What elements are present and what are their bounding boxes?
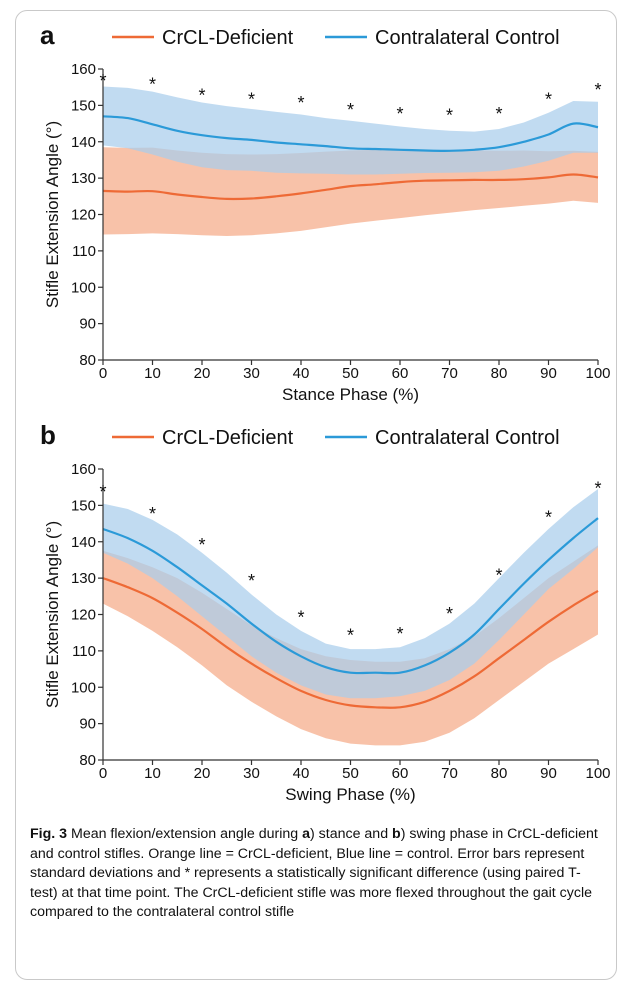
panel-b-x-tick-label: 0 <box>99 765 107 782</box>
panel-a-significance-marker: * <box>99 71 106 91</box>
caption-fig-label: Fig. 3 <box>30 826 68 842</box>
panel-a-mean-line-control <box>102 115 599 152</box>
panel-a-y-tick-label: 100 <box>71 279 96 296</box>
panel-a-x-tick-label: 40 <box>293 365 310 382</box>
panel-b-x-tick-label: 70 <box>441 765 458 782</box>
panel-b-significance-marker: * <box>248 571 255 591</box>
panel-b-x-tick-label: 80 <box>491 765 508 782</box>
panel-b-y-tick-label: 150 <box>71 497 96 514</box>
panel-b-y-tick-label: 120 <box>71 607 96 624</box>
panel-b-significance-marker: * <box>149 504 156 524</box>
panel-b-significance-marker: * <box>396 624 403 644</box>
panel-b-significance-marker: * <box>594 478 601 498</box>
panel-b-significance-marker: * <box>99 482 106 502</box>
panel-a-x-tick-label: 10 <box>144 365 161 382</box>
panel-b-band-control <box>103 489 598 699</box>
panel-b-significance-marker: * <box>347 626 354 646</box>
panel-a-y-tick-label: 110 <box>72 243 96 260</box>
panel-a-x-tick-label: 0 <box>99 365 107 382</box>
figure-caption: Fig. 3 Mean flexion/extension angle duri… <box>30 825 605 923</box>
panel-a-x-tick-label: 50 <box>342 365 359 382</box>
panel-a-significance-marker: * <box>198 86 205 106</box>
panel-a-significance-marker: * <box>545 89 552 109</box>
panel-a-x-tick-label: 80 <box>491 365 508 382</box>
panel-b-y-tick-label: 140 <box>71 534 96 551</box>
panel-b-x-tick-label: 20 <box>194 765 211 782</box>
caption-label-a: a <box>302 826 310 842</box>
panel-b-y-tick-label: 100 <box>71 679 96 696</box>
panel-b-significance-marker: * <box>446 604 453 624</box>
panel-b-legend-label-control: Contralateral Control <box>375 427 560 449</box>
panel-a-significance-marker: * <box>396 104 403 124</box>
panel-b-y-tick-label: 80 <box>79 752 96 769</box>
panel-b-legend-label-deficient: CrCL-Deficient <box>162 427 294 449</box>
panel-a-x-axis-title: Stance Phase (%) <box>282 385 419 404</box>
panel-b-y-tick-label: 130 <box>71 570 96 587</box>
panel-b-x-tick-label: 90 <box>540 765 557 782</box>
panel-a-y-axis-title: Stifle Extension Angle (°) <box>43 121 62 308</box>
panel-a-x-tick-label: 20 <box>194 365 211 382</box>
panel-b-y-tick-label: 110 <box>72 643 96 660</box>
panel-a-y-tick-label: 90 <box>79 316 96 333</box>
panel-a-label: a <box>40 20 55 50</box>
panel-b-significance-marker: * <box>297 608 304 628</box>
caption-text-2: ) stance and <box>310 826 393 842</box>
panel-a-y-tick-label: 150 <box>71 97 96 114</box>
panel-b-label: b <box>40 420 56 450</box>
panel-a-x-tick-label: 70 <box>441 365 458 382</box>
panel-a-significance-marker: * <box>446 106 453 126</box>
caption-text-3: ) swing phase in CrCL-deficient and cont… <box>30 826 598 921</box>
caption-text-1: Mean flexion/extension angle during <box>67 826 303 842</box>
panel-b-x-tick-label: 30 <box>243 765 260 782</box>
panel-b-x-tick-label: 100 <box>585 765 610 782</box>
panel-b-mean-line-control <box>102 517 599 675</box>
panel-a-x-tick-label: 90 <box>540 365 557 382</box>
panel-a-significance-marker: * <box>495 104 502 124</box>
panel-a-y-tick-label: 120 <box>71 207 96 224</box>
caption-label-b: b <box>392 826 401 842</box>
panel-b-x-tick-label: 10 <box>144 765 161 782</box>
panel-a-significance-marker: * <box>297 93 304 113</box>
panel-b-mean-line-deficient <box>102 577 599 709</box>
panel-a-y-tick-label: 140 <box>71 134 96 151</box>
panel-a-significance-marker: * <box>347 100 354 120</box>
panel-a-y-tick-label: 80 <box>79 352 96 369</box>
panel-b-significance-marker: * <box>198 535 205 555</box>
panel-b-significance-marker: * <box>495 566 502 586</box>
panel-a-y-tick-label: 160 <box>71 61 96 78</box>
panel-a-legend-label-control: Contralateral Control <box>375 27 560 49</box>
panel-b-significance-marker: * <box>545 507 552 527</box>
panel-a-significance-marker: * <box>149 75 156 95</box>
chart-panel-b: b CrCL-Deficient Contralateral Control 80 90… <box>40 420 611 804</box>
panel-a-x-tick-label: 100 <box>585 365 610 382</box>
panel-b-band-deficient <box>103 545 598 746</box>
panel-a-mean-line-deficient <box>102 173 599 201</box>
panel-b-y-tick-label: 90 <box>79 716 96 733</box>
panel-a-y-tick-label: 130 <box>71 170 96 187</box>
panel-a-band-control <box>103 86 598 175</box>
panel-a-significance-marker: * <box>248 89 255 109</box>
panel-a-x-tick-label: 60 <box>392 365 409 382</box>
panel-b-x-tick-label: 40 <box>293 765 310 782</box>
panel-a-x-tick-label: 30 <box>243 365 260 382</box>
panel-a-legend-label-deficient: CrCL-Deficient <box>162 27 294 49</box>
panel-a-significance-marker: * <box>594 80 601 100</box>
panel-b-y-axis-title: Stifle Extension Angle (°) <box>43 521 62 708</box>
panel-b-x-axis-title: Swing Phase (%) <box>285 785 415 804</box>
panel-b-x-tick-label: 60 <box>392 765 409 782</box>
panel-b-x-tick-label: 50 <box>342 765 359 782</box>
chart-panel-a: a CrCL-Deficient Contralateral Control 80 90… <box>40 20 611 404</box>
panel-b-y-tick-label: 160 <box>71 461 96 478</box>
